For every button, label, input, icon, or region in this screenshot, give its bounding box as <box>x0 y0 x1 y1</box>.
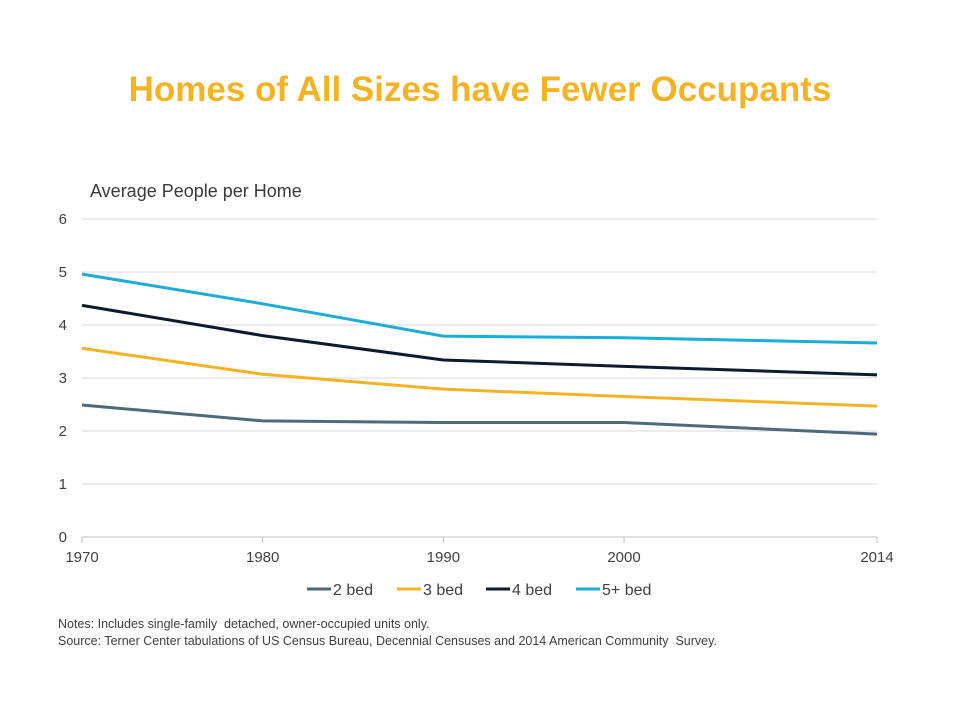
footnotes: Notes: Includes single-family detached, … <box>58 616 717 650</box>
y-tick-label: 4 <box>59 317 67 334</box>
x-tick-label: 1970 <box>65 549 98 566</box>
legend-label-5plus-bed: 5+ bed <box>602 582 651 599</box>
legend-label-4-bed: 4 bed <box>512 582 552 599</box>
line-chart: 0 1 2 3 4 5 6 1970 1980 1990 2000 2014 2 bed 3 bed 4 b… <box>59 211 894 599</box>
series-line-2-bed <box>81 403 878 436</box>
series-line-5plus-bed <box>81 272 878 345</box>
y-tick-label: 6 <box>59 211 67 228</box>
y-tick-label: 5 <box>59 264 67 281</box>
series-line-4-bed <box>81 303 878 377</box>
chart-title: Homes of All Sizes have Fewer Occupants <box>128 70 832 109</box>
series-line-3-bed <box>81 346 878 408</box>
x-tick-label: 1990 <box>427 549 460 566</box>
y-tick-label: 0 <box>59 529 67 546</box>
notes-text: Notes: Includes single-family detached, … <box>58 617 430 631</box>
y-tick-label: 3 <box>59 370 67 387</box>
source-text: Source: Terner Center tabulations of US … <box>58 634 717 648</box>
legend-label-3-bed: 3 bed <box>423 582 463 599</box>
y-axis-label: Average People per Home <box>90 181 302 201</box>
y-tick-label: 1 <box>59 476 67 493</box>
x-tick-label: 2014 <box>860 549 893 566</box>
legend-label-2-bed: 2 bed <box>333 582 373 599</box>
x-tick-label: 1980 <box>246 549 279 566</box>
x-tick-label: 2000 <box>607 549 640 566</box>
y-tick-label: 2 <box>59 423 67 440</box>
